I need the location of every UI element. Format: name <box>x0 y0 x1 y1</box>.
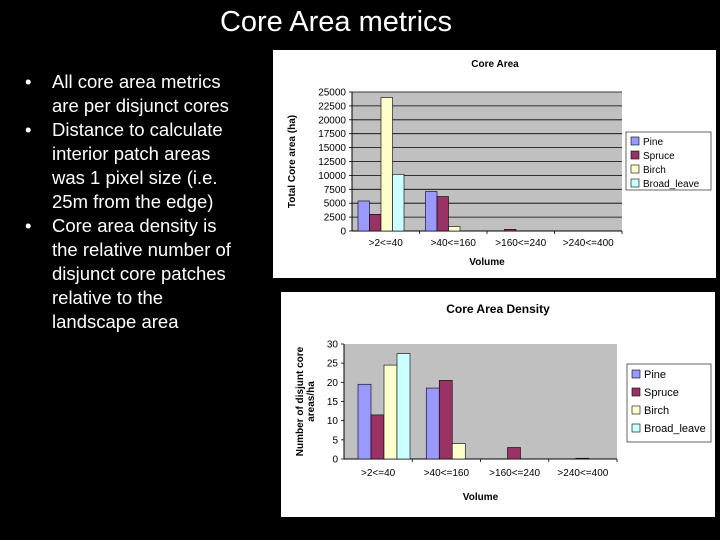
slide-title: Core Area metrics <box>219 6 453 38</box>
bar <box>575 457 590 460</box>
chart-title: Core Area Density <box>446 302 550 316</box>
y-axis-label-line: areas/ha <box>306 381 317 422</box>
legend-label: Birch <box>644 405 669 417</box>
y-axis-label-line: Number of disjunt core <box>295 346 306 456</box>
bar <box>425 387 440 460</box>
y-tick-label: 10000 <box>318 171 346 182</box>
y-tick-label: 25000 <box>318 88 346 99</box>
legend-swatch <box>630 150 640 160</box>
y-tick-label: 15000 <box>318 143 346 154</box>
y-tick-label: 5 <box>332 435 338 446</box>
bar <box>383 364 398 460</box>
y-tick-label: 7500 <box>324 185 347 196</box>
x-tick-label: >240<=400 <box>563 238 614 249</box>
y-tick-label: 12500 <box>318 157 346 168</box>
x-tick-label: >2<=40 <box>361 468 396 479</box>
legend-swatch <box>631 387 641 397</box>
core-area-chart-panel: Core Area 0 2500 5000 7500 10000 12500 15000 175… <box>273 50 716 278</box>
legend-box <box>625 131 712 191</box>
y-tick-label: 10 <box>327 416 339 427</box>
bar <box>448 226 461 232</box>
core-area-chart: Core Area 0 2500 5000 7500 10000 12500 15000 175… <box>287 59 712 268</box>
y-tick-label: 2500 <box>324 213 347 224</box>
legend-swatch <box>631 369 641 379</box>
x-tick-label: >40<=160 <box>431 238 477 249</box>
legend-label: Spruce <box>643 151 675 162</box>
bullet-item: Core area density is the relative number… <box>22 214 247 334</box>
core-area-density-chart-panel: Core Area Density 0 5 10 15 20 25 30 >2<=40 >40<=… <box>281 292 715 517</box>
x-tick-label: >240<=400 <box>557 468 608 479</box>
legend-swatch <box>631 405 641 415</box>
legend-swatch <box>630 164 640 174</box>
bar <box>370 414 385 460</box>
legend-swatch <box>630 136 640 146</box>
bullet-item: Distance to calculate interior patch are… <box>22 118 247 214</box>
bar <box>357 383 372 460</box>
legend-label: Spruce <box>644 387 679 399</box>
y-tick-label: 20000 <box>318 115 346 126</box>
bar <box>438 380 453 460</box>
y-tick-label: 17500 <box>318 129 346 140</box>
y-tick-label: 25 <box>327 359 339 370</box>
legend-box <box>626 363 712 443</box>
x-tick-label: >160<=240 <box>495 238 546 249</box>
y-tick-label: 22500 <box>318 101 346 112</box>
y-tick-label: 5000 <box>324 199 347 210</box>
bar <box>392 173 405 232</box>
legend-label: Birch <box>643 165 666 176</box>
bar <box>396 353 411 460</box>
bar <box>451 443 466 460</box>
y-tick-label: 0 <box>332 455 338 466</box>
bullet-item: All core area metrics are per disjunct c… <box>22 70 247 118</box>
x-axis-label: Volume <box>469 257 505 268</box>
x-tick-label: >2<=40 <box>369 238 404 249</box>
core-area-density-chart: Core Area Density 0 5 10 15 20 25 30 >2<=40 >40<=… <box>295 302 712 503</box>
y-tick-label: 15 <box>327 397 339 408</box>
y-tick-label: 30 <box>327 340 339 351</box>
y-tick-label: 0 <box>340 227 346 238</box>
legend-label: Broad_leave <box>643 179 700 190</box>
bar <box>436 196 449 232</box>
legend-swatch <box>630 178 640 188</box>
bar <box>504 229 517 232</box>
legend-label: Pine <box>644 369 666 381</box>
x-axis-label: Volume <box>463 492 499 503</box>
bar <box>507 447 521 460</box>
bar <box>369 214 382 232</box>
bullet-list: All core area metrics are per disjunct c… <box>22 70 247 334</box>
legend-swatch <box>631 423 641 433</box>
y-tick-label: 20 <box>327 378 339 389</box>
bar <box>425 191 438 232</box>
chart-title: Core Area <box>471 59 519 70</box>
x-tick-label: >40<=160 <box>424 468 470 479</box>
legend-label: Pine <box>643 137 663 148</box>
bar <box>357 200 370 232</box>
bar <box>380 97 393 232</box>
y-axis-label: Total Core area (ha) <box>287 115 298 208</box>
legend-label: Broad_leave <box>644 423 706 435</box>
x-tick-label: >160<=240 <box>489 468 540 479</box>
y-axis-label: Number of disjunt coreareas/ha <box>295 346 317 456</box>
